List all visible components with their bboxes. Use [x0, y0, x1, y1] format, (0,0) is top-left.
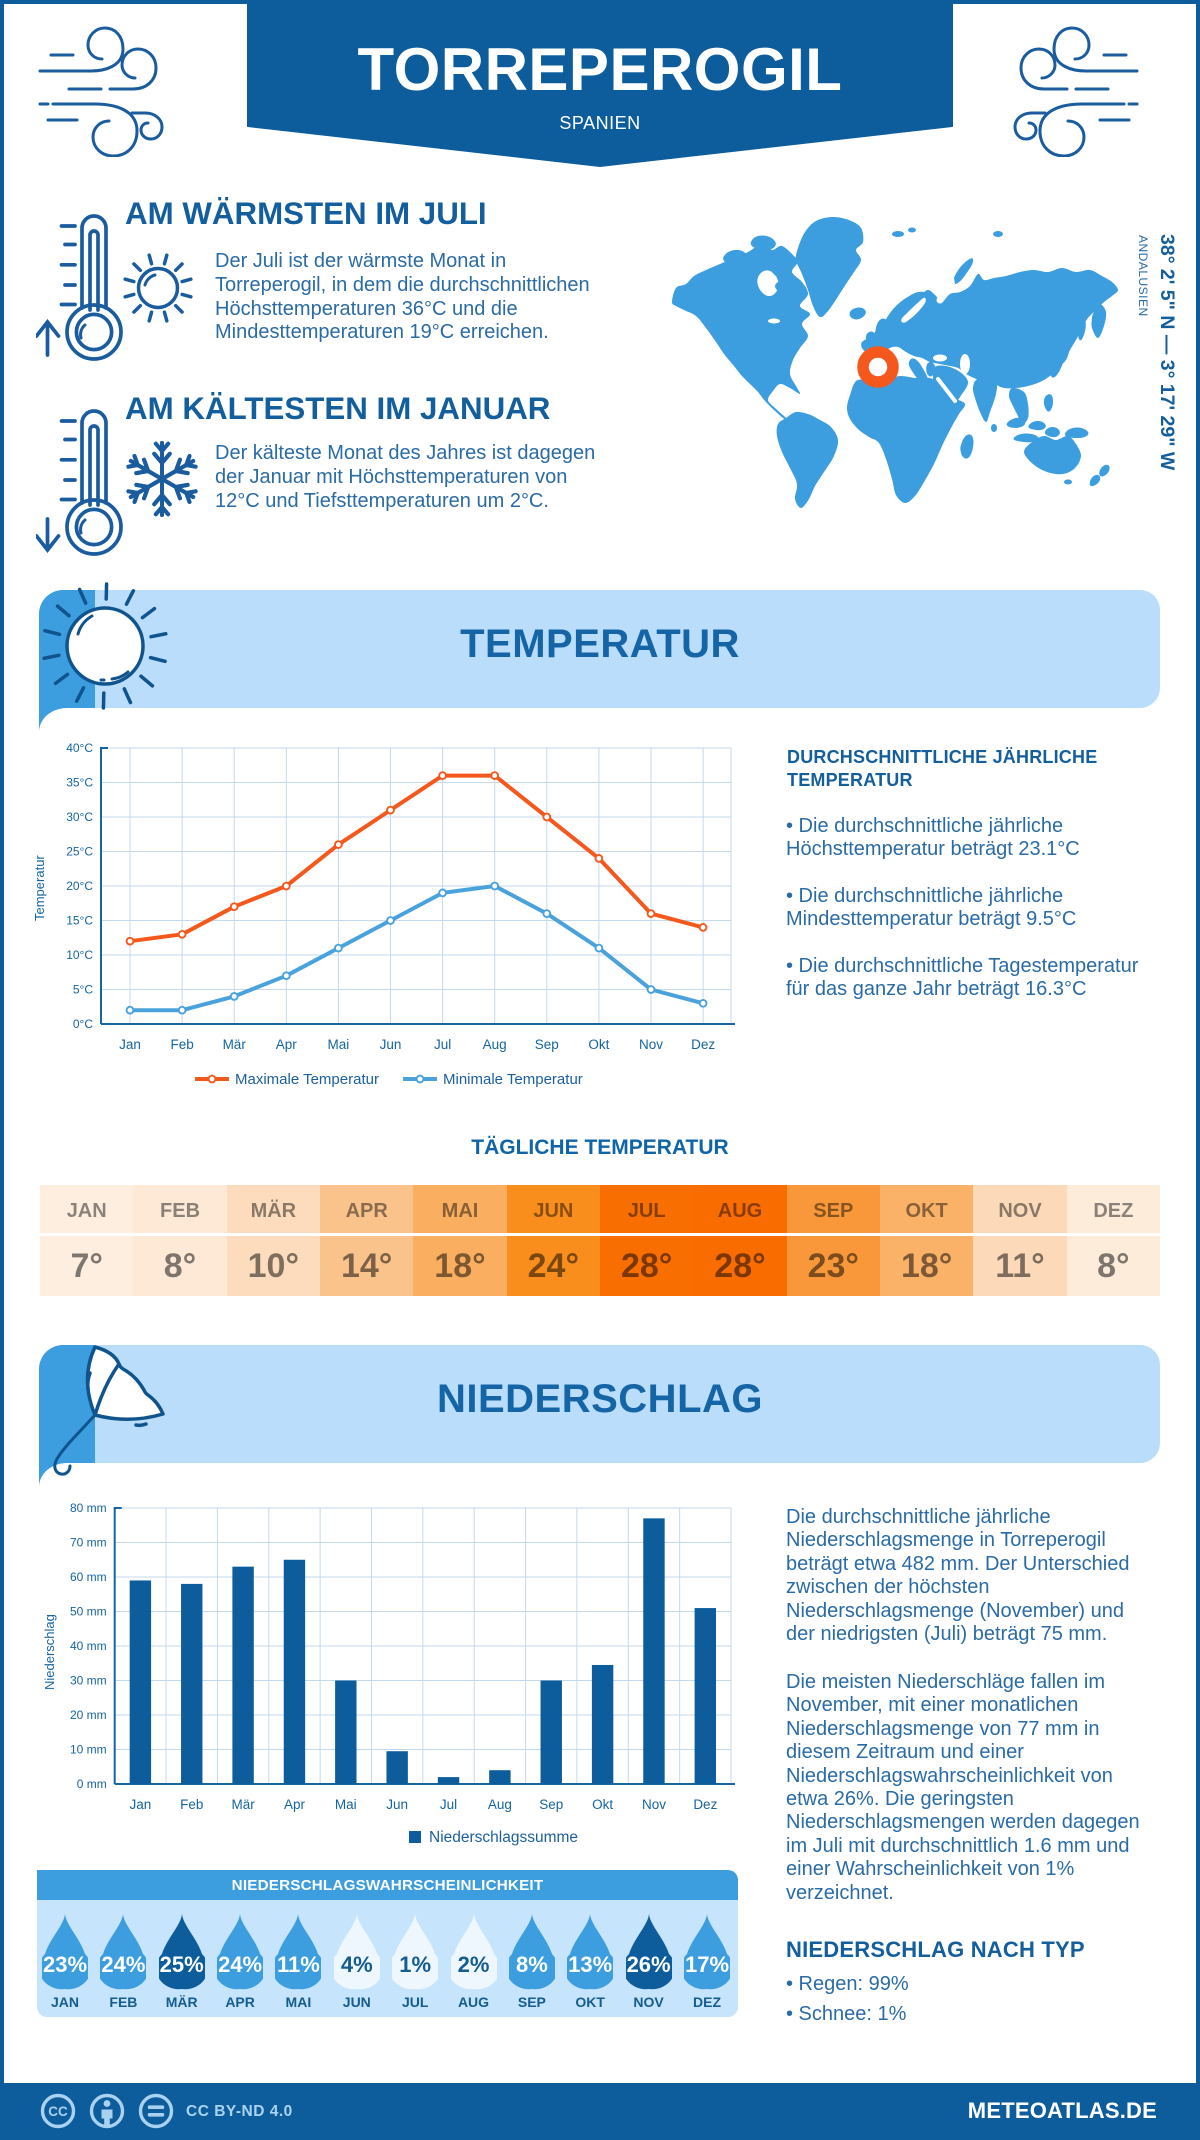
svg-text:Jun: Jun [380, 1037, 402, 1052]
svg-text:Feb: Feb [170, 1037, 193, 1052]
svg-text:Jul: Jul [440, 1797, 457, 1812]
svg-text:30°C: 30°C [66, 810, 93, 824]
svg-text:Jun: Jun [386, 1797, 408, 1812]
svg-text:Niederschlagssumme: Niederschlagssumme [429, 1829, 578, 1846]
svg-text:40 mm: 40 mm [70, 1639, 107, 1653]
svg-text:Sep: Sep [539, 1797, 563, 1812]
svg-text:Jan: Jan [119, 1037, 141, 1052]
svg-text:CC: CC [48, 2104, 68, 2119]
svg-text:20°C: 20°C [66, 879, 93, 893]
svg-text:Minimale Temperatur: Minimale Temperatur [443, 1071, 583, 1088]
svg-text:0°C: 0°C [73, 1017, 93, 1031]
svg-text:30 mm: 30 mm [70, 1674, 107, 1688]
svg-text:Nov: Nov [642, 1797, 666, 1812]
svg-text:Maximale Temperatur: Maximale Temperatur [235, 1071, 379, 1088]
svg-text:Aug: Aug [483, 1037, 507, 1052]
svg-text:Mär: Mär [223, 1037, 247, 1052]
svg-text:20 mm: 20 mm [70, 1708, 107, 1722]
svg-text:Niederschlag: Niederschlag [42, 1614, 57, 1690]
svg-text:Jul: Jul [434, 1037, 451, 1052]
svg-text:Dez: Dez [691, 1037, 715, 1052]
svg-text:Nov: Nov [639, 1037, 663, 1052]
svg-text:70 mm: 70 mm [70, 1536, 107, 1550]
svg-text:25°C: 25°C [66, 845, 93, 859]
svg-text:Mär: Mär [231, 1797, 255, 1812]
svg-text:40°C: 40°C [66, 741, 93, 755]
svg-text:Okt: Okt [592, 1797, 613, 1812]
svg-text:15°C: 15°C [66, 914, 93, 928]
svg-text:80 mm: 80 mm [70, 1501, 107, 1515]
svg-text:Apr: Apr [284, 1797, 306, 1812]
svg-text:Temperatur: Temperatur [32, 855, 47, 921]
svg-text:0 mm: 0 mm [77, 1777, 107, 1791]
svg-text:Dez: Dez [693, 1797, 717, 1812]
svg-text:10°C: 10°C [66, 948, 93, 962]
svg-text:Mai: Mai [328, 1037, 350, 1052]
svg-text:35°C: 35°C [66, 776, 93, 790]
svg-text:5°C: 5°C [73, 983, 93, 997]
svg-text:Jan: Jan [129, 1797, 151, 1812]
svg-text:Sep: Sep [535, 1037, 559, 1052]
svg-text:Feb: Feb [180, 1797, 203, 1812]
svg-text:Okt: Okt [588, 1037, 609, 1052]
svg-text:10 mm: 10 mm [70, 1743, 107, 1757]
svg-text:Mai: Mai [335, 1797, 357, 1812]
svg-text:Apr: Apr [276, 1037, 298, 1052]
svg-text:50 mm: 50 mm [70, 1605, 107, 1619]
svg-text:Aug: Aug [488, 1797, 512, 1812]
svg-text:60 mm: 60 mm [70, 1570, 107, 1584]
